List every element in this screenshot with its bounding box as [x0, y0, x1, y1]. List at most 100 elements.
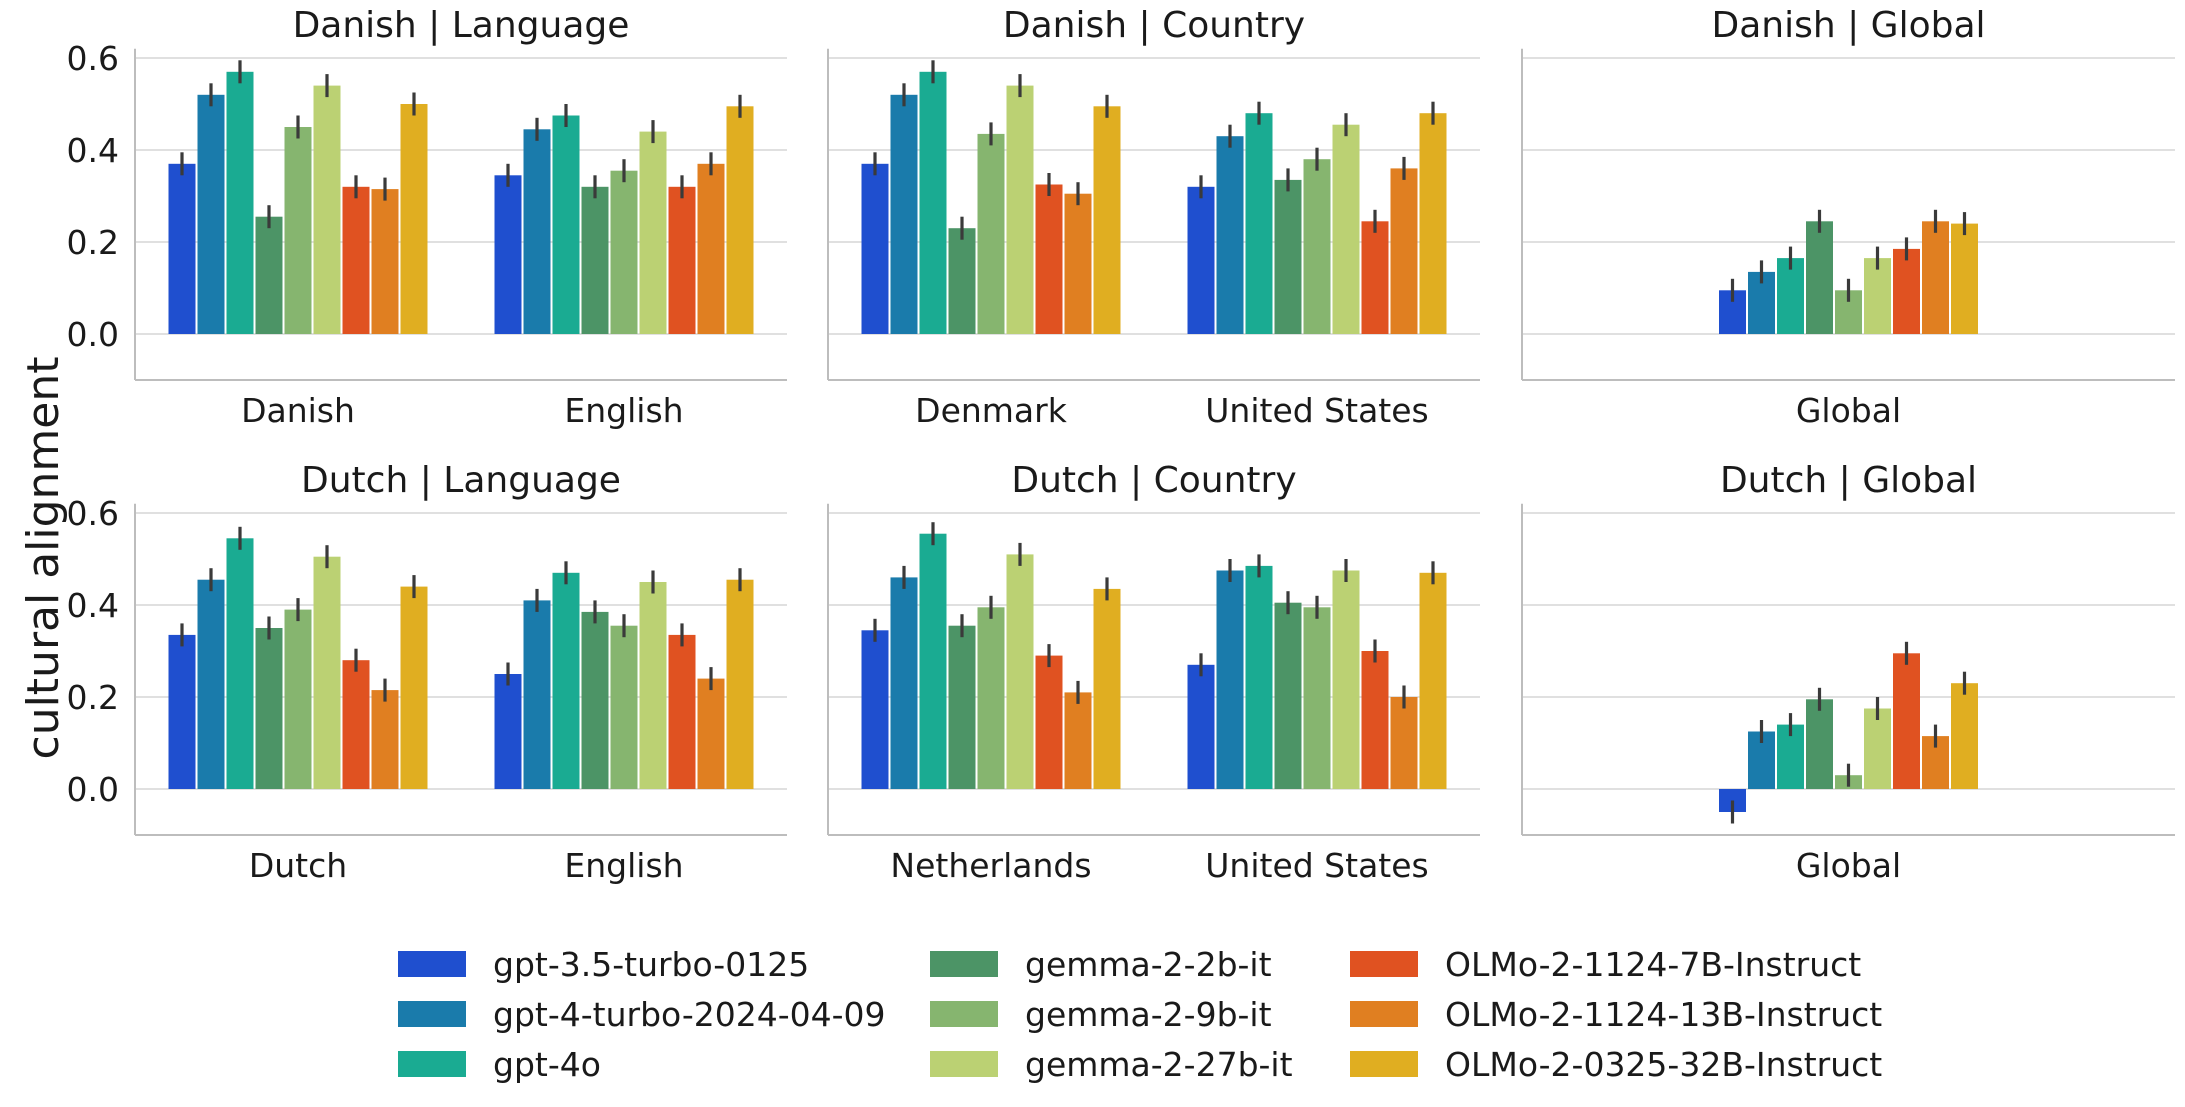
legend-label: OLMo-2-1124-7B-Instruct: [1445, 945, 1861, 984]
bar: [1303, 159, 1331, 334]
bar: [919, 533, 947, 789]
bar: [1006, 85, 1034, 334]
bar: [400, 586, 428, 789]
panel: 0.0 0.2 0.4 0.6 Danish | Language Danish Engli…: [67, 5, 787, 430]
bar: [581, 611, 609, 789]
bar: [552, 572, 580, 789]
bar: [1864, 708, 1891, 789]
bar: [1093, 106, 1121, 334]
bar: [1035, 655, 1063, 789]
bar: [1951, 223, 1978, 334]
bar: [1777, 258, 1804, 334]
bar: [977, 607, 1005, 789]
bar: [977, 133, 1005, 334]
x-tick-label: United States: [1205, 846, 1428, 885]
bar: [1361, 651, 1389, 789]
bar: [226, 538, 254, 789]
bar: [1245, 113, 1273, 334]
bar: [371, 690, 399, 789]
x-tick-label: English: [564, 391, 683, 430]
bar: [668, 634, 696, 789]
bar: [1216, 136, 1244, 334]
bar: [668, 186, 696, 334]
bar: [726, 106, 754, 334]
y-tick-label: 0.0: [67, 770, 119, 809]
legend-item: gemma-2-9b-it: [930, 995, 1272, 1034]
bar: [1951, 683, 1978, 789]
legend-item: gpt-3.5-turbo-0125: [398, 945, 809, 984]
bar: [1361, 221, 1389, 334]
bar: [1419, 113, 1447, 334]
bar: [1332, 124, 1360, 334]
bar: [1390, 697, 1418, 789]
bar: [948, 625, 976, 789]
bar: [168, 163, 196, 334]
bar: [1216, 570, 1244, 789]
legend-swatch: [1350, 951, 1418, 977]
y-tick-label: 0.4: [67, 131, 119, 170]
bar: [1806, 221, 1833, 334]
bar: [1864, 258, 1891, 334]
bar: [726, 579, 754, 789]
x-tick-label: Netherlands: [890, 846, 1091, 885]
bar: [1006, 554, 1034, 789]
panel-title: Danish | Country: [1003, 5, 1305, 46]
y-tick-label: 0.0: [67, 315, 119, 354]
bar: [552, 115, 580, 334]
bar: [284, 609, 312, 789]
legend-item: gemma-2-2b-it: [930, 945, 1272, 984]
bar: [226, 71, 254, 335]
panel-title: Danish | Language: [293, 5, 630, 46]
bar: [890, 577, 918, 789]
bar: [255, 628, 283, 789]
bar: [1245, 565, 1273, 789]
panel: 0.0 0.2 0.4 0.6 Dutch | Language Dutch English: [67, 460, 787, 885]
bar: [1419, 572, 1447, 789]
bar: [1187, 186, 1215, 334]
legend-swatch: [930, 951, 998, 977]
legend-label: gemma-2-2b-it: [1025, 945, 1272, 984]
panel-title: Dutch | Global: [1720, 460, 1977, 501]
legend-swatch: [398, 951, 466, 977]
x-tick-label: United States: [1205, 391, 1428, 430]
bar: [861, 630, 889, 789]
legend-swatch: [930, 1001, 998, 1027]
bar: [255, 216, 283, 334]
legend-label: gpt-3.5-turbo-0125: [493, 945, 809, 984]
legend-swatch: [1350, 1001, 1418, 1027]
bar: [1893, 248, 1920, 334]
bar: [1035, 184, 1063, 334]
bar: [342, 660, 370, 789]
bar: [1806, 699, 1833, 789]
legend: gpt-3.5-turbo-0125 gpt-4-turbo-2024-04-09…: [398, 945, 1882, 1084]
bar: [610, 625, 638, 789]
panel: Danish | Global Global: [1521, 5, 2175, 430]
bar: [1893, 653, 1920, 789]
bar: [494, 175, 522, 334]
bar: [1093, 588, 1121, 789]
legend-item: gpt-4o: [398, 1045, 601, 1084]
legend-item: gemma-2-27b-it: [930, 1045, 1293, 1084]
bar: [1390, 168, 1418, 334]
bar: [948, 228, 976, 334]
legend-label: gpt-4-turbo-2024-04-09: [493, 995, 886, 1034]
bar: [371, 189, 399, 334]
bar: [890, 94, 918, 334]
bar: [400, 104, 428, 334]
bar: [313, 85, 341, 334]
bar: [1064, 692, 1092, 789]
legend-label: gemma-2-27b-it: [1025, 1045, 1293, 1084]
bar: [1303, 607, 1331, 789]
y-tick-label: 0.2: [67, 678, 119, 717]
bar: [861, 163, 889, 334]
y-axis-label: cultural alignment: [18, 356, 69, 759]
legend-swatch: [1350, 1051, 1418, 1077]
bar: [1922, 221, 1949, 334]
bar: [581, 186, 609, 334]
legend-swatch: [398, 1051, 466, 1077]
bar: [168, 634, 196, 789]
bar: [697, 678, 725, 789]
x-tick-label: Dutch: [249, 846, 347, 885]
legend-swatch: [398, 1001, 466, 1027]
